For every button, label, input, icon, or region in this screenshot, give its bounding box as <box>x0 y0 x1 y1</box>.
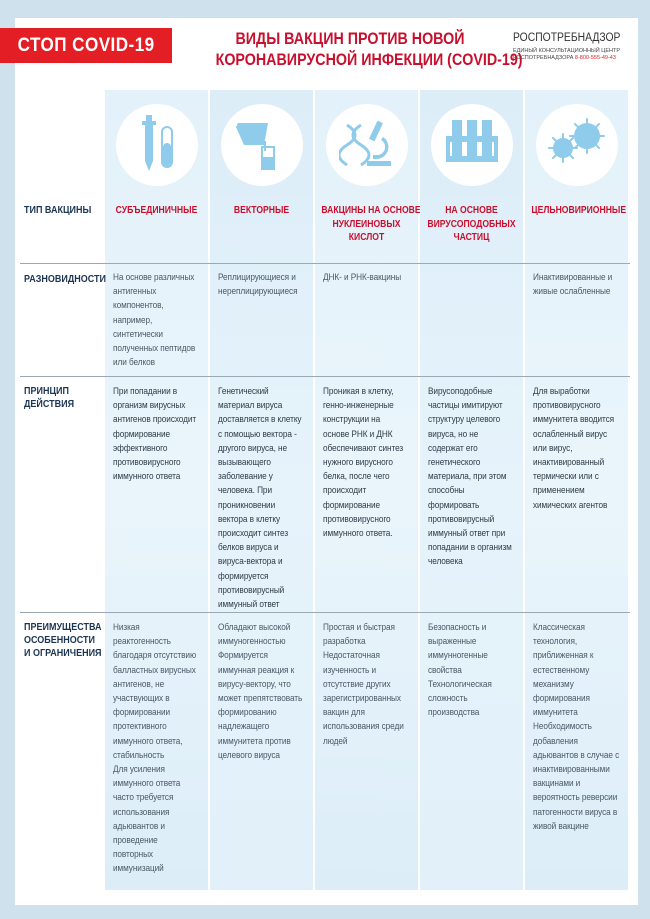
row-label-varieties: РАЗНОВИДНОСТИ <box>24 274 106 285</box>
cell-principle: Генетический материал вируса доставляетс… <box>218 386 302 611</box>
cell-varieties: ДНК- и РНК-вакцины <box>323 272 402 283</box>
org-sub: Единый консультационный центр Роспотребн… <box>513 48 638 62</box>
org-sub-line2: Роспотребнадзора <box>513 55 574 61</box>
vaccine-column <box>420 90 523 890</box>
row-divider <box>20 263 630 264</box>
org-name: РОСПОТРЕБНАДЗОР <box>513 32 621 44</box>
dna-microscope-icon <box>337 115 395 176</box>
cell-advantages: Простая и быстрая разработка Недостаточн… <box>323 622 404 747</box>
cell-advantages: Безопасность и выраженные иммунногенные … <box>428 622 492 719</box>
icon-circle <box>116 104 198 186</box>
vaccine-type: ВЕКТОРНЫЕ <box>233 205 290 216</box>
icon-circle <box>221 104 303 186</box>
virus-icon <box>545 117 609 173</box>
row-divider <box>20 376 630 377</box>
org-block: РОСПОТРЕБНАДЗОР Единый консультационный … <box>513 32 638 62</box>
org-sub-line1: Единый консультационный центр <box>513 48 621 54</box>
pipette-test-tube-icon <box>132 113 182 178</box>
vaccine-type: СУБЪЕДИНИЧНЫЕ <box>115 205 198 216</box>
cell-principle: Вирусоподобные частицы имитируют структу… <box>428 386 512 568</box>
row-label-principle: ПРИНЦИП ДЕЙСТВИЯ <box>24 386 75 410</box>
icon-circle <box>431 104 513 186</box>
cell-advantages: Классическая технология, приближенная к … <box>533 622 620 832</box>
vaccine-type: ЦЕЛЬНОВИРИОННЫЕ <box>531 205 627 216</box>
title-line-1: ВИДЫ ВАКЦИН ПРОТИВ НОВОЙ <box>235 29 465 48</box>
org-phone: 8-800-555-49-43 <box>574 55 616 61</box>
vaccine-type: НА ОСНОВЕ ВИРУСОПОДОБНЫХ ЧАСТИЦ <box>427 205 516 243</box>
row-divider <box>20 612 630 613</box>
test-tube-rack-icon <box>444 118 500 173</box>
cell-principle: Для выработки противовирусного иммунитет… <box>533 386 615 511</box>
beaker-pouring-icon <box>234 115 290 176</box>
banner-text: СТОП COVID-19 <box>17 34 155 56</box>
vaccine-column <box>525 90 628 890</box>
cell-varieties: Реплицирующиеся и нереплицирующиеся <box>218 272 298 298</box>
vaccine-column <box>210 90 313 890</box>
icon-circle <box>536 104 618 186</box>
cell-advantages: Низкая реактогенность благодаря отсутств… <box>113 622 197 875</box>
vaccine-column <box>105 90 208 890</box>
row-label-type: ТИП ВАКЦИНЫ <box>24 205 92 216</box>
title-line-2: КОРОНАВИРУСНОЙ ИНФЕКЦИИ (COVID-19) <box>215 50 523 69</box>
vaccine-column <box>315 90 418 890</box>
icon-circle <box>326 104 408 186</box>
page-title: ВИДЫ ВАКЦИН ПРОТИВ НОВОЙ КОРОНАВИРУСНОЙ … <box>190 28 523 70</box>
vaccine-type: ВАКЦИНЫ НА ОСНОВЕ НУКЛЕИНОВЫХ КИСЛОТ <box>321 205 421 243</box>
cell-principle: Проникая в клетку, генно-инженерные конс… <box>323 386 404 540</box>
cell-varieties: На основе различных антигенных компонент… <box>113 272 196 369</box>
stop-covid-banner: СТОП COVID-19 <box>0 28 172 63</box>
cell-advantages: Обладают высокой иммуногенностью Формиру… <box>218 622 303 761</box>
cell-principle: При попадании в организм вирусных антиге… <box>113 386 197 483</box>
row-label-advantages: ПРЕИМУЩЕСТВА ОСОБЕННОСТИ И ОГРАНИЧЕНИЯ <box>24 622 102 659</box>
cell-varieties: Инактивированные и живые ослабленные <box>533 272 613 298</box>
